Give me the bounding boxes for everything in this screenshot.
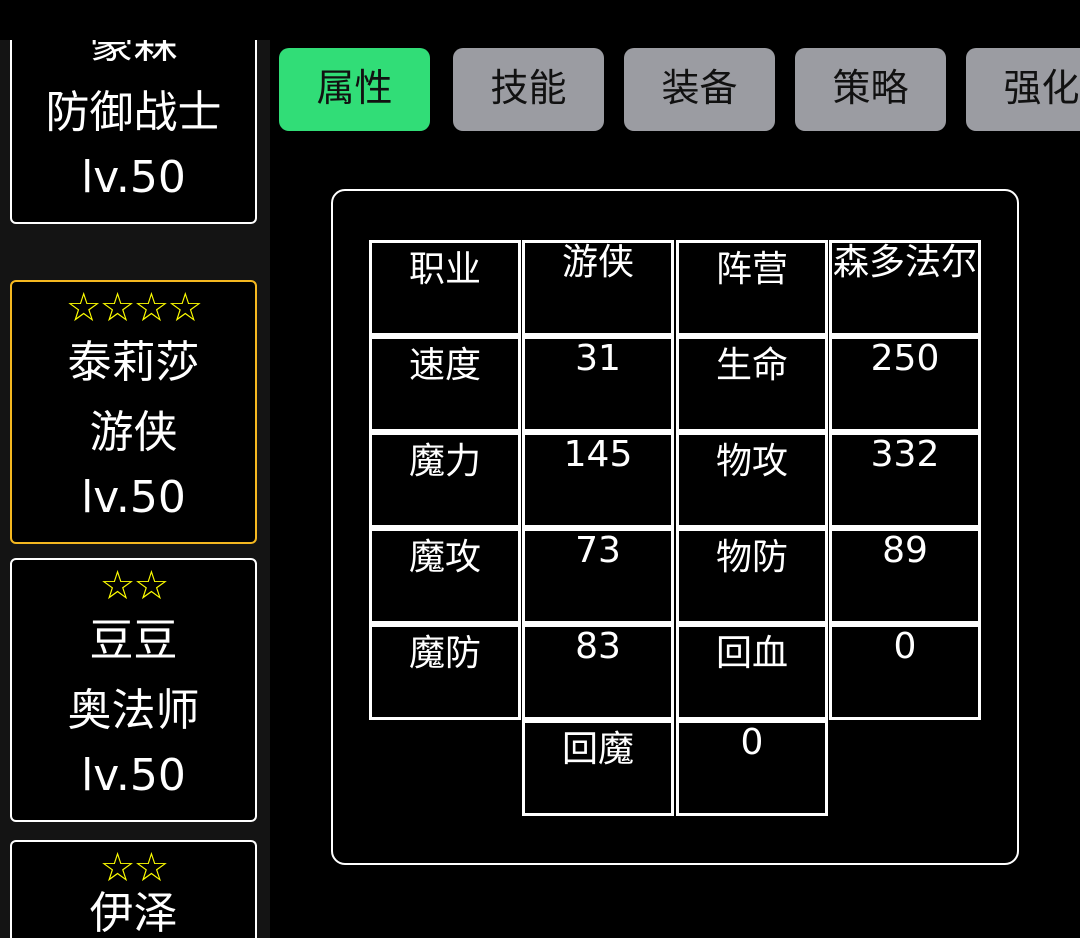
hero-list[interactable]: ☆☆ 豪森 防御战士 lv.50 ☆☆☆☆ 泰莉莎 游侠 lv.50 ☆☆ 豆豆…: [0, 0, 270, 938]
stat-label: 生命: [676, 336, 828, 432]
stat-value: 73: [522, 528, 674, 624]
stat-value: 145: [522, 432, 674, 528]
stat-label: 阵营: [676, 240, 828, 336]
stat-label: 物攻: [676, 432, 828, 528]
hero-name: 泰莉莎: [67, 337, 200, 388]
hero-card[interactable]: ☆☆ 豆豆 奥法师 lv.50: [10, 558, 257, 822]
stat-label: 物防: [676, 528, 828, 624]
stat-label: 回血: [676, 624, 828, 720]
hero-card-selected[interactable]: ☆☆☆☆ 泰莉莎 游侠 lv.50: [10, 280, 257, 544]
tab-enhance[interactable]: 强化: [966, 48, 1080, 131]
stat-label: 速度: [369, 336, 521, 432]
stat-value: 332: [829, 432, 981, 528]
stat-label: 回魔: [522, 720, 674, 816]
stat-value: 83: [522, 624, 674, 720]
hero-level: lv.50: [81, 152, 186, 203]
stat-value: 31: [522, 336, 674, 432]
hero-class: 防御战士: [45, 87, 222, 138]
hero-name: 伊泽: [89, 888, 178, 938]
stat-value: 森多法尔: [829, 240, 981, 336]
hero-class: 奥法师: [67, 685, 200, 736]
star-rating: ☆☆: [99, 563, 170, 609]
tab-skills[interactable]: 技能: [453, 48, 604, 131]
tab-strategy[interactable]: 策略: [795, 48, 946, 131]
star-rating: ☆☆☆☆: [65, 285, 203, 331]
stat-value: 250: [829, 336, 981, 432]
hero-level: lv.50: [81, 750, 186, 801]
stat-value: 0: [676, 720, 828, 816]
stat-label: 魔攻: [369, 528, 521, 624]
stat-label: 魔力: [369, 432, 521, 528]
hero-class: 游侠: [89, 407, 178, 458]
tab-equipment[interactable]: 装备: [624, 48, 775, 131]
hero-level: lv.50: [81, 472, 186, 523]
stat-value: 89: [829, 528, 981, 624]
stat-value: 游侠: [522, 240, 674, 336]
top-bar: [0, 0, 1080, 40]
hero-card[interactable]: ☆☆ 伊泽: [10, 840, 257, 938]
hero-name: 豆豆: [89, 615, 178, 666]
stats-panel: [331, 189, 1019, 865]
stat-label: 职业: [369, 240, 521, 336]
star-rating: ☆☆: [99, 845, 170, 891]
stat-label: 魔防: [369, 624, 521, 720]
tab-attributes[interactable]: 属性: [279, 48, 430, 131]
stat-value: 0: [829, 624, 981, 720]
